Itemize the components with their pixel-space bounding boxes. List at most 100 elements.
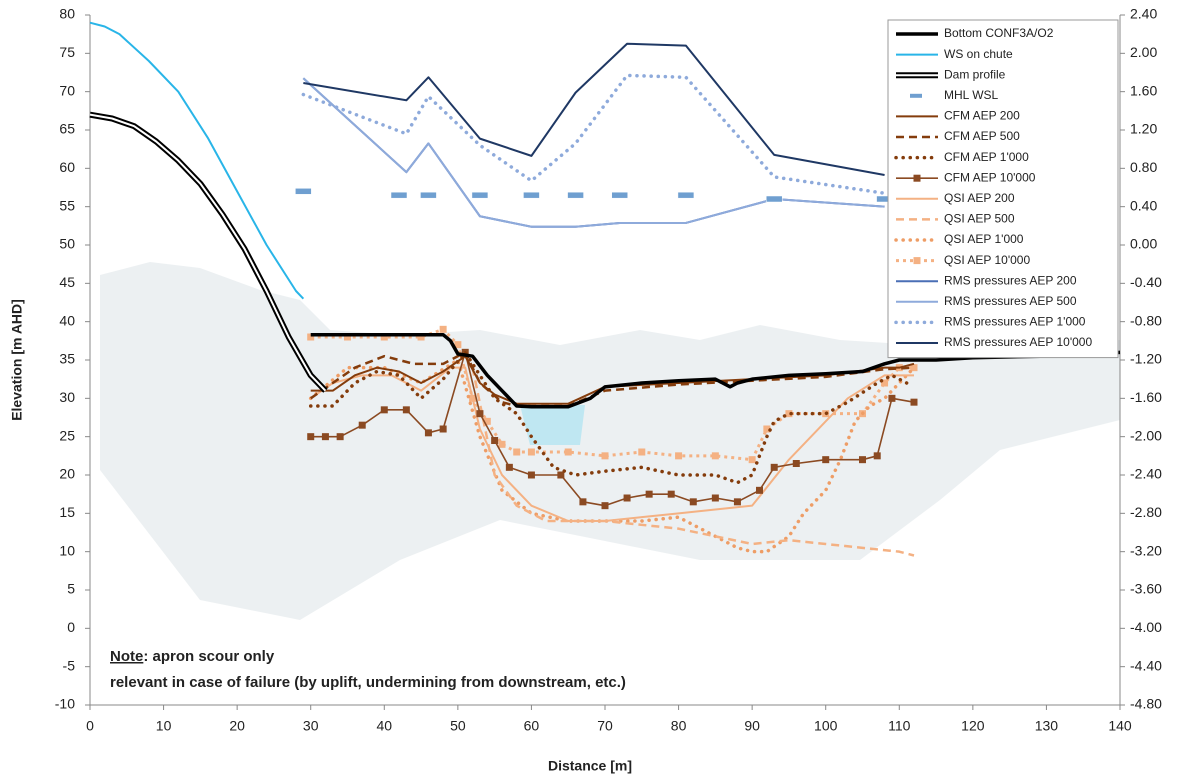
series [310,351,915,408]
series [89,21,305,300]
series-marker [527,448,535,456]
legend-label: CFM AEP 10'000 [944,170,1036,184]
wsl-marker [611,191,628,199]
series [301,73,887,195]
series-marker [483,417,491,425]
y2-tick-label: -3.60 [1130,581,1162,597]
wsl-marker [295,188,312,195]
series-marker [380,406,388,414]
series-marker [439,325,447,333]
y-tick-label: 40 [59,312,75,328]
y2-tick-label: -0.80 [1130,312,1162,328]
legend-label: QSI AEP 10'000 [944,253,1030,267]
y-tick-label: 50 [59,236,75,252]
y2-tick-label: -1.20 [1130,351,1162,367]
series-marker [881,379,889,387]
series-line [310,351,915,507]
y-tick-label: 55 [59,197,75,213]
series-line-inner [89,113,327,392]
series [308,358,916,554]
y-tick-label: -5 [63,657,76,673]
series-marker [748,456,756,464]
series-line [310,366,914,522]
series [310,366,914,522]
y-tick-label: 15 [59,504,75,520]
y-tick-label: 30 [59,389,75,405]
y2-tick-label: -3.20 [1130,542,1162,558]
x-axis-title: Distance [m] [548,758,632,774]
x-tick-label: 110 [888,718,911,734]
series-marker [424,429,432,437]
series-marker [689,498,697,506]
series-line [310,351,915,408]
legend-label: CFM AEP 500 [944,129,1020,143]
series-marker [733,498,741,506]
note-text: : apron scour only [143,648,275,665]
legend-marker [913,174,921,182]
wsl-marker [390,191,408,199]
series-marker [763,425,771,433]
y-tick-label: 70 [59,82,75,98]
series-marker [638,448,646,456]
series-marker [910,364,918,372]
series-marker [417,333,425,341]
series-marker [564,448,572,456]
y2-tick-label: -1.60 [1130,389,1162,405]
y2-tick-label: -4.80 [1130,696,1162,712]
legend-label: RMS pressures AEP 500 [944,294,1077,308]
series [302,77,885,228]
legend-label: CFM AEP 1'000 [944,150,1029,164]
legend-label: QSI AEP 200 [944,191,1015,205]
legend: Bottom CONF3A/O2 WS on chute Dam profile MH… [887,19,1119,359]
y2-tick-label: 0.00 [1130,236,1157,252]
series-marker [711,494,719,502]
rock-mass [100,262,1120,620]
legend-label: WS on chute [944,47,1013,61]
series-marker [792,460,800,467]
series-line [471,367,915,557]
series [295,188,893,203]
series-line [310,327,914,462]
series-marker [873,452,881,460]
wsl-marker [471,191,489,199]
wsl-marker [523,191,540,199]
y2-tick-label: -4.40 [1130,657,1162,673]
legend-label: Dam profile [944,67,1006,81]
y2-tick-label: 2.40 [1130,6,1157,22]
y2-tick-label: -2.40 [1130,466,1162,482]
y2-tick-label: 1.60 [1130,82,1157,98]
y-tick-label: 60 [59,159,75,175]
series-marker [336,433,344,441]
x-tick-label: 50 [450,718,466,734]
series-marker [770,463,778,471]
series-marker [498,440,506,448]
geology-sketch [100,262,1120,620]
series-marker [601,502,609,510]
series [471,367,915,557]
series-marker [476,410,484,418]
y2-tick-label: -4.00 [1130,619,1162,635]
legend-label: Bottom CONF3A/O2 [944,26,1054,40]
y2-tick-label: 0.40 [1130,197,1157,213]
series-marker [822,456,830,464]
x-tick-label: 0 [86,718,94,734]
series-marker [623,494,631,502]
y2-tick-label: -2.00 [1130,427,1162,443]
series-line [301,73,887,195]
series-marker [307,333,315,341]
series [89,111,328,393]
series-marker [579,498,587,506]
plot-area: -10 -5 0 5 10 15 20 25 30 35 40 45 50 55 60 65 70 75 80 2.4… [55,6,1162,734]
x-tick-label: 120 [961,718,985,734]
series-line [308,350,909,485]
legend-label: MHL WSL [944,88,999,102]
series-marker [711,452,719,460]
y-tick-label: 35 [59,351,75,367]
y2-tick-label: 0.80 [1130,159,1157,175]
wsl-marker [567,191,584,199]
series-line [310,332,1121,409]
y-tick-label: 25 [59,427,75,443]
series-line [89,21,305,300]
x-tick-label: 60 [524,718,540,734]
x-tick-label: 10 [156,718,172,734]
